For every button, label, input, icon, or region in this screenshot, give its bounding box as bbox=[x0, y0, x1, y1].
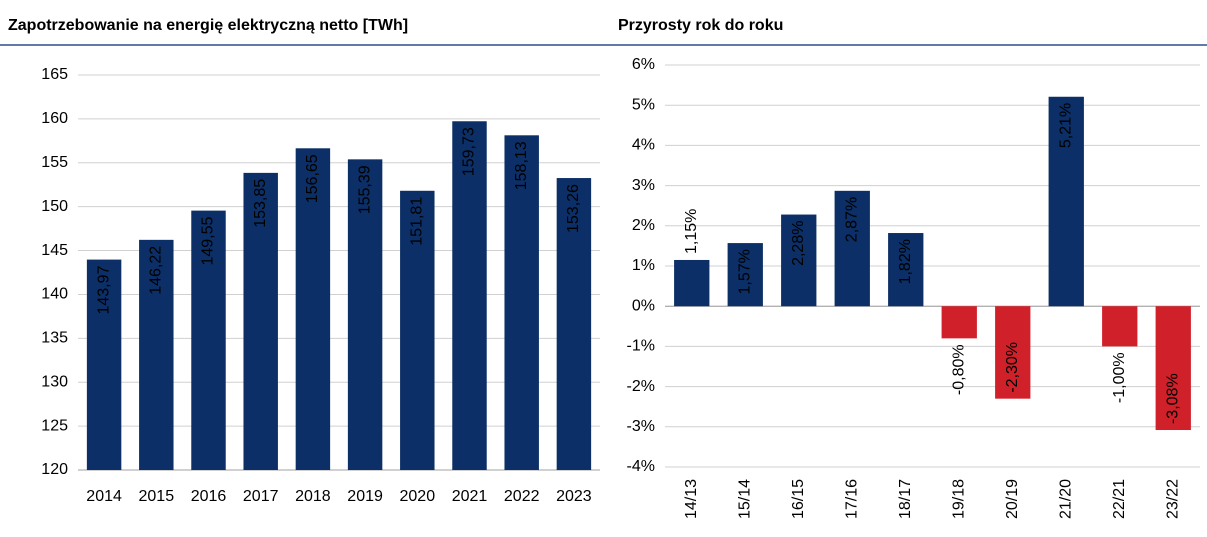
x-tick-label: 15/14 bbox=[736, 479, 753, 519]
x-tick-label: 2015 bbox=[139, 488, 175, 505]
x-tick-label: 20/19 bbox=[1004, 479, 1021, 519]
y-tick-label: 4% bbox=[632, 137, 655, 154]
x-tick-label: 2020 bbox=[400, 488, 436, 505]
y-tick-label: 150 bbox=[41, 198, 68, 215]
bar bbox=[995, 306, 1031, 399]
x-tick-label: 14/13 bbox=[683, 479, 700, 519]
bar bbox=[400, 190, 435, 471]
bar bbox=[86, 259, 122, 470]
value-label: 153,26 bbox=[565, 184, 582, 233]
chart-title: Przyrosty rok do roku bbox=[618, 17, 783, 34]
x-tick-label: 18/17 bbox=[897, 479, 914, 519]
bar bbox=[139, 239, 174, 470]
value-label: -3,08% bbox=[1164, 373, 1181, 424]
value-label: 149,55 bbox=[200, 217, 217, 266]
bar bbox=[941, 306, 977, 339]
value-label: 153,85 bbox=[252, 179, 269, 228]
bar bbox=[674, 259, 710, 307]
x-tick-label: 2016 bbox=[191, 488, 227, 505]
value-label: 151,81 bbox=[409, 197, 426, 246]
bar bbox=[781, 214, 817, 307]
bar bbox=[504, 135, 539, 470]
y-tick-label: 120 bbox=[41, 461, 68, 478]
y-tick-label: 3% bbox=[632, 177, 655, 194]
bar bbox=[243, 172, 278, 470]
x-tick-label: 2022 bbox=[504, 488, 540, 505]
y-tick-label: 6% bbox=[632, 56, 655, 73]
x-tick-label: 2017 bbox=[243, 488, 279, 505]
bar bbox=[1155, 306, 1191, 431]
x-tick-label: 2019 bbox=[347, 488, 383, 505]
y-tick-label: 145 bbox=[41, 242, 68, 259]
y-tick-label: 0% bbox=[632, 297, 655, 314]
bar bbox=[556, 178, 592, 470]
x-tick-label: 23/22 bbox=[1164, 479, 1181, 519]
y-tick-label: -3% bbox=[627, 418, 655, 435]
bar bbox=[1048, 96, 1084, 307]
bar bbox=[347, 159, 383, 471]
x-tick-label: 2014 bbox=[86, 488, 122, 505]
y-tick-label: 130 bbox=[41, 373, 68, 390]
bar bbox=[452, 121, 487, 471]
bar bbox=[888, 233, 924, 307]
y-tick-label: 2% bbox=[632, 217, 655, 234]
bar bbox=[834, 190, 870, 307]
value-label: -2,30% bbox=[1004, 342, 1021, 393]
chart-title: Zapotrzebowanie na energię elektryczną n… bbox=[8, 17, 408, 34]
value-label: 155,39 bbox=[356, 165, 373, 214]
x-tick-label: 19/18 bbox=[950, 479, 967, 519]
y-tick-label: -2% bbox=[627, 378, 655, 395]
value-label: -0,80% bbox=[950, 344, 967, 395]
y-tick-label: 165 bbox=[41, 66, 68, 83]
bar bbox=[727, 243, 763, 307]
value-label: 1,15% bbox=[683, 209, 700, 254]
y-tick-label: 5% bbox=[632, 96, 655, 113]
x-tick-label: 2023 bbox=[556, 488, 592, 505]
x-tick-label: 17/16 bbox=[843, 479, 860, 519]
bar bbox=[295, 148, 331, 471]
value-label: 156,65 bbox=[304, 154, 321, 203]
value-label: 2,87% bbox=[843, 197, 860, 242]
y-tick-label: 125 bbox=[41, 417, 68, 434]
y-tick-label: -1% bbox=[627, 338, 655, 355]
value-label: 5,21% bbox=[1057, 103, 1074, 148]
value-label: 2,28% bbox=[790, 221, 807, 266]
value-label: 1,82% bbox=[897, 239, 914, 284]
bar bbox=[191, 210, 226, 470]
bar bbox=[1102, 306, 1138, 347]
value-label: 146,22 bbox=[148, 246, 165, 295]
y-tick-label: 160 bbox=[41, 110, 68, 127]
value-label: 159,73 bbox=[461, 127, 478, 176]
y-tick-label: -4% bbox=[627, 458, 655, 475]
x-tick-label: 16/15 bbox=[790, 479, 807, 519]
y-tick-label: 140 bbox=[41, 286, 68, 303]
y-tick-label: 135 bbox=[41, 330, 68, 347]
value-label: 143,97 bbox=[95, 265, 112, 314]
y-tick-label: 1% bbox=[632, 257, 655, 274]
y-tick-label: 155 bbox=[41, 154, 68, 171]
x-tick-label: 2021 bbox=[452, 488, 488, 505]
x-tick-label: 21/20 bbox=[1057, 479, 1074, 519]
value-label: -1,00% bbox=[1111, 352, 1128, 403]
x-tick-label: 22/21 bbox=[1111, 479, 1128, 519]
value-label: 1,57% bbox=[736, 249, 753, 294]
value-label: 158,13 bbox=[513, 141, 530, 190]
x-tick-label: 2018 bbox=[295, 488, 331, 505]
